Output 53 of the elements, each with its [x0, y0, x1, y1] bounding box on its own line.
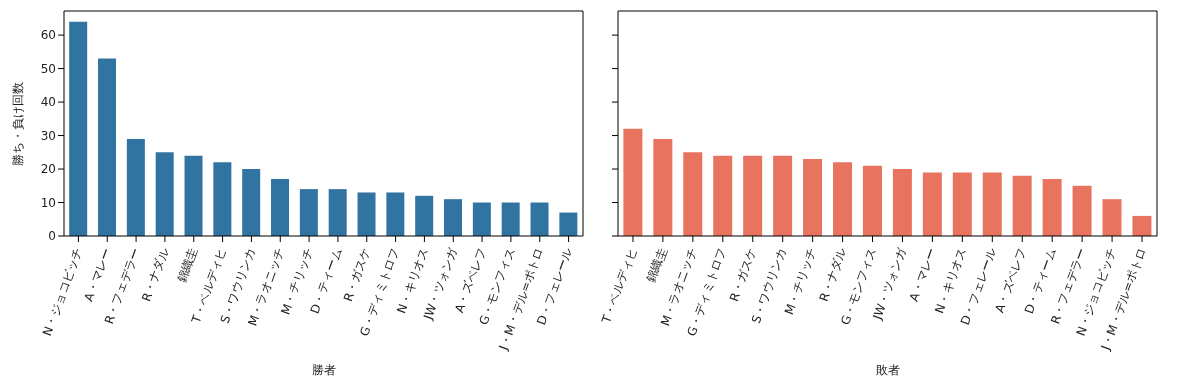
bar: [444, 199, 463, 236]
bar: [242, 169, 261, 236]
y-tick-label: 10: [40, 195, 56, 210]
x-tick-label: R・ガスケ: [726, 245, 760, 304]
bar: [530, 202, 549, 236]
bar: [126, 138, 145, 236]
bar: [1042, 179, 1062, 236]
bar: [743, 155, 763, 236]
y-tick-label: 40: [40, 95, 56, 110]
bar: [559, 212, 578, 236]
bar: [299, 189, 318, 236]
bar: [773, 155, 793, 236]
bar: [683, 152, 703, 236]
x-tick-label: 錦織圭: [644, 245, 670, 285]
bar: [982, 172, 1002, 236]
bar: [833, 162, 852, 236]
bar: [98, 58, 117, 236]
x-tick-label: T・ベルディヒ: [598, 245, 640, 326]
bar: [69, 21, 88, 236]
bar: [472, 202, 491, 236]
y-tick-label: 30: [40, 128, 56, 143]
x-axis-title: 勝者: [311, 363, 336, 377]
bar: [952, 172, 972, 236]
bar: [155, 152, 174, 236]
y-axis-title: 勝ち・負け回数: [11, 81, 26, 166]
bar: [328, 189, 347, 236]
bar: [1132, 215, 1152, 236]
bar: [213, 162, 232, 236]
bar: [1072, 185, 1092, 236]
bar: [803, 158, 823, 236]
x-tick-label: R・ナダル: [139, 245, 172, 304]
x-tick-label: R・ナダル: [816, 245, 850, 304]
y-tick-label: 20: [40, 162, 56, 177]
bar: [271, 179, 290, 236]
bar: [501, 202, 520, 236]
bar: [623, 128, 643, 236]
bar: [653, 138, 673, 236]
bar: [357, 192, 376, 236]
y-tick-label: 60: [40, 28, 56, 43]
bar: [1102, 199, 1122, 236]
bar: [922, 172, 942, 236]
y-tick-label: 50: [40, 61, 56, 76]
bar: [415, 195, 434, 236]
bar: [713, 155, 733, 236]
bar: [892, 169, 912, 236]
y-tick-label: 0: [48, 229, 56, 244]
bar: [184, 155, 203, 236]
x-tick-label: N・ジョコビッチ: [40, 245, 85, 338]
bar: [386, 192, 405, 236]
bar: [862, 165, 882, 236]
bar: [1012, 175, 1032, 236]
x-tick-label: 錦織圭: [174, 245, 201, 285]
x-axis-title: 敗者: [875, 363, 900, 377]
